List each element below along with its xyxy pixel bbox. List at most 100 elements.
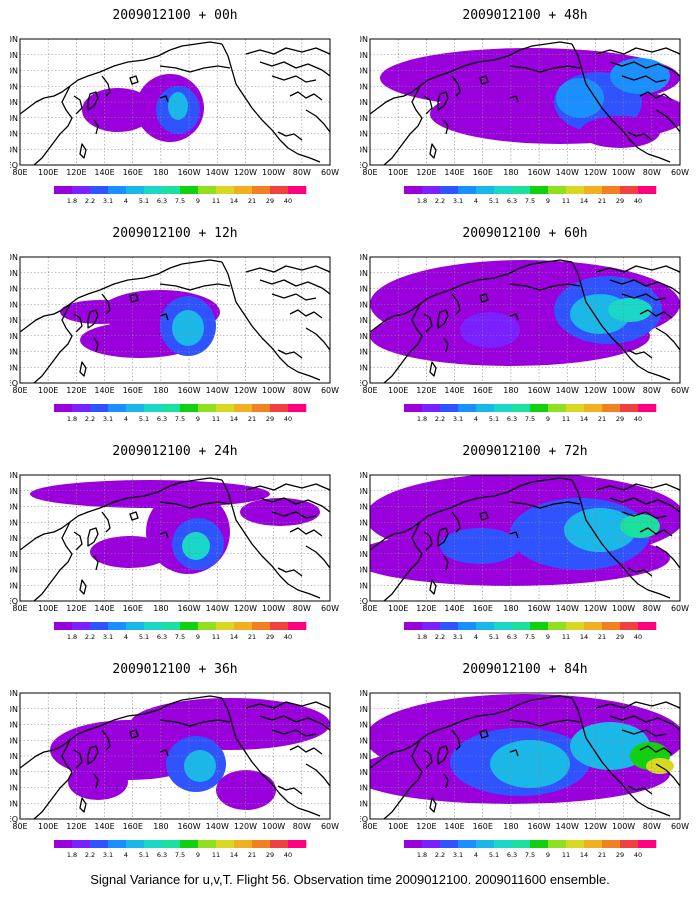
- coastline: [159, 95, 169, 103]
- coastline: [571, 479, 671, 599]
- lon-tick-label: 160E: [473, 822, 493, 831]
- legend-tick-label: 3.1: [103, 197, 113, 205]
- lon-tick-label: 160E: [123, 604, 143, 613]
- map-panel-24h: 2009012100 + 24h EQ 10N 20N 30N 40N 50N 60N 70N…: [10, 444, 340, 654]
- lon-tick-label: 140W: [206, 822, 229, 831]
- panel-title: 2009012100 + 84h: [462, 662, 588, 677]
- lon-tick-label: 160W: [527, 822, 550, 831]
- legend-tick-label: 9: [546, 197, 550, 205]
- legend-tick-label: 9: [546, 851, 550, 859]
- legend-swatch: [180, 840, 199, 848]
- legend-swatch: [234, 840, 253, 848]
- coastline: [509, 95, 519, 103]
- legend-swatch: [530, 404, 549, 412]
- lon-tick-label: 80W: [643, 168, 661, 177]
- variance-contour: [570, 722, 650, 770]
- coastline: [271, 511, 317, 519]
- lat-tick-label: 30N: [10, 114, 18, 123]
- lon-tick-label: 140W: [556, 604, 579, 613]
- coastline: [33, 85, 73, 165]
- map-panel-36h: 2009012100 + 36h EQ 10N 20N 30N 40N 50N 60N 70N…: [10, 662, 340, 872]
- coastline: [20, 703, 171, 769]
- coastline: [289, 527, 323, 537]
- legend-tick-label: 14: [230, 851, 238, 859]
- lon-tick-label: 160W: [177, 822, 200, 831]
- legend-tick-label: 5.1: [489, 851, 499, 859]
- legend-swatch: [54, 186, 73, 194]
- legend-tick-label: 3.1: [453, 415, 463, 423]
- legend-tick-label: 9: [196, 415, 200, 423]
- legend-tick-label: 7.5: [175, 633, 185, 641]
- lon-tick-label: 140E: [94, 604, 114, 613]
- coastlines: [20, 41, 330, 165]
- legend-swatch: [602, 622, 621, 630]
- lon-tick-label: 140E: [444, 386, 464, 395]
- legend-tick-label: 3.1: [453, 851, 463, 859]
- legend-swatch: [476, 404, 495, 412]
- lon-tick-label: 160W: [177, 386, 200, 395]
- lon-tick-label: 120E: [66, 168, 86, 177]
- lat-tick-label: 30N: [360, 114, 368, 123]
- legend-tick-label: 2.2: [435, 197, 445, 205]
- legend-swatch: [548, 186, 567, 194]
- lon-tick-label: 80E: [12, 386, 27, 395]
- lat-tick-label: 30N: [10, 332, 18, 341]
- lon-tick-label: 140W: [206, 604, 229, 613]
- gridlines: [20, 693, 330, 819]
- legend-swatch: [198, 840, 217, 848]
- color-legend: 1.8 2.2 3.1 4 5.1 6.3 7.5 9 11 14 21 29 40: [404, 186, 657, 205]
- coastline: [655, 327, 680, 351]
- coastline: [101, 75, 111, 97]
- coastline: [519, 259, 573, 269]
- color-legend: 1.8 2.2 3.1 4 5.1 6.3 7.5 9 11 14 21 29 40: [54, 404, 307, 423]
- lon-tick-label: 140E: [94, 168, 114, 177]
- coastline: [621, 293, 667, 301]
- coastline: [639, 91, 673, 101]
- lat-tick-label: 20N: [10, 784, 18, 793]
- lon-tick-label: 180: [503, 168, 518, 177]
- panel-title: 2009012100 + 48h: [462, 8, 588, 23]
- coastline: [479, 511, 489, 521]
- legend-swatch: [476, 840, 495, 848]
- lon-tick-label: 100W: [262, 604, 285, 613]
- legend-swatch: [108, 404, 127, 412]
- coastline: [429, 143, 437, 159]
- lon-tick-label: 180: [153, 822, 168, 831]
- gridlines: [370, 693, 680, 819]
- map-figure: EQ 10N 20N 30N 40N 50N 60N 70N 80N 80E 100E 120E 140…: [360, 36, 689, 205]
- lon-tick-label: 60W: [671, 386, 689, 395]
- legend-tick-label: 2.2: [85, 633, 95, 641]
- lon-tick-label: 140W: [556, 822, 579, 831]
- coastlines: [20, 259, 330, 383]
- map-figure: EQ 10N 20N 30N 40N 50N 60N 70N 80N 80E 100E 120E 140…: [10, 472, 339, 641]
- coastline: [79, 797, 87, 813]
- panel-title: 2009012100 + 12h: [112, 226, 238, 241]
- lon-tick-label: 100W: [262, 386, 285, 395]
- map-panel-12h: 2009012100 + 12h EQ 10N 20N 30N 40N 50N 60N 70N…: [10, 226, 340, 436]
- legend-swatch: [180, 186, 199, 194]
- legend-tick-label: 3.1: [103, 633, 113, 641]
- legend-swatch: [620, 404, 639, 412]
- lon-tick-label: 60W: [671, 168, 689, 177]
- lon-tick-label: 160E: [473, 168, 493, 177]
- lon-tick-label: 100E: [388, 168, 408, 177]
- lat-tick-label: 20N: [360, 566, 368, 575]
- legend-swatch: [638, 186, 657, 194]
- lat-tick-label: 80N: [360, 254, 368, 262]
- legend-swatch: [126, 404, 145, 412]
- coastline: [437, 91, 449, 111]
- coastline: [169, 259, 223, 269]
- legend-swatch: [216, 622, 235, 630]
- map-frame: [19, 692, 331, 820]
- coastline: [383, 521, 423, 601]
- legend-swatch: [638, 840, 657, 848]
- lon-tick-label: 60W: [321, 822, 339, 831]
- lon-tick-label: 180: [153, 604, 168, 613]
- variance-contour: [172, 310, 204, 346]
- lat-tick-label: 10N: [360, 363, 368, 372]
- lon-tick-label: 140W: [206, 386, 229, 395]
- legend-swatch: [566, 840, 585, 848]
- lon-tick-label: 120E: [416, 386, 436, 395]
- coastline: [305, 327, 330, 351]
- legend-swatch: [476, 186, 495, 194]
